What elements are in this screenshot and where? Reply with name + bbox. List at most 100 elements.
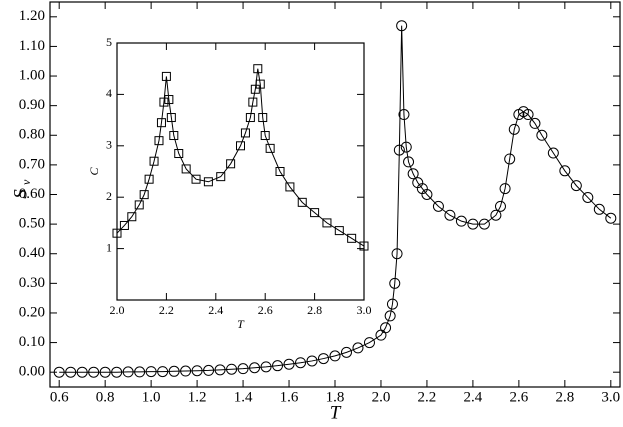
marker <box>536 129 548 141</box>
marker <box>593 203 605 215</box>
marker <box>99 366 111 378</box>
marker <box>174 149 184 159</box>
y-tick-label: 0.50 <box>19 216 45 232</box>
marker <box>134 366 146 378</box>
y-tick-label: 0.30 <box>19 275 45 291</box>
plot-frame <box>116 42 365 301</box>
marker <box>403 156 415 168</box>
x-tick-label: 3.0 <box>357 303 372 317</box>
marker <box>421 189 433 200</box>
marker <box>396 20 408 32</box>
marker <box>504 153 516 165</box>
x-tick-label: 2.2 <box>418 389 437 405</box>
marker <box>494 200 506 212</box>
marker <box>306 355 318 367</box>
marker <box>334 226 344 236</box>
marker <box>490 209 502 221</box>
marker <box>467 218 479 230</box>
marker <box>149 156 159 166</box>
marker <box>154 136 164 146</box>
marker <box>559 165 571 177</box>
marker <box>391 248 403 260</box>
marker <box>145 366 157 378</box>
marker <box>168 365 180 377</box>
marker <box>380 322 392 334</box>
marker <box>164 95 174 105</box>
marker <box>508 123 520 135</box>
y-tick-label: 4 <box>106 86 112 100</box>
x-tick-label: 3.0 <box>601 389 620 405</box>
marker <box>181 164 191 174</box>
marker <box>297 197 307 207</box>
marker <box>260 131 270 141</box>
x-tick-label: 2.0 <box>110 303 125 317</box>
marker <box>191 174 201 184</box>
marker <box>255 79 265 89</box>
marker <box>226 159 236 169</box>
y-tick-label: 0.60 <box>19 186 45 202</box>
x-tick-label: 2.8 <box>307 303 322 317</box>
marker <box>260 361 272 373</box>
marker <box>159 97 169 107</box>
marker <box>359 241 369 251</box>
marker <box>134 200 144 210</box>
marker <box>65 366 77 378</box>
marker <box>248 97 258 107</box>
marker <box>240 128 250 138</box>
marker <box>444 209 456 221</box>
y-tick-label: 0.70 <box>19 156 45 172</box>
marker <box>127 212 137 222</box>
x-tick-label: 2.4 <box>208 303 223 317</box>
marker <box>237 363 249 375</box>
marker <box>455 215 467 227</box>
marker <box>249 362 261 374</box>
marker <box>119 220 129 230</box>
marker <box>166 113 176 123</box>
marker <box>347 233 357 243</box>
marker <box>570 180 582 192</box>
marker <box>522 109 534 121</box>
marker <box>203 177 213 187</box>
marker <box>529 117 541 129</box>
y-tick-label: 1.20 <box>19 8 45 24</box>
marker <box>250 84 260 94</box>
series-line <box>59 25 612 373</box>
marker <box>340 346 352 358</box>
x-tick-label: 2.6 <box>509 389 528 405</box>
marker <box>352 342 364 354</box>
y-axis-label: C <box>87 167 101 176</box>
marker <box>156 118 166 128</box>
marker <box>203 364 215 376</box>
x-tick-label: 1.8 <box>326 389 345 405</box>
marker <box>582 191 594 203</box>
marker <box>478 218 490 230</box>
marker <box>169 131 179 141</box>
marker <box>283 358 295 370</box>
marker <box>272 360 284 372</box>
marker <box>407 168 419 180</box>
marker <box>310 208 320 218</box>
marker <box>386 298 398 310</box>
y-tick-label: 0.00 <box>19 364 45 380</box>
marker <box>295 357 307 369</box>
marker <box>400 141 412 153</box>
marker <box>216 172 226 182</box>
marker <box>384 310 396 322</box>
y-tick-label: 1.00 <box>19 67 45 83</box>
marker <box>258 113 268 123</box>
marker <box>122 366 134 378</box>
y-tick-label: 1 <box>106 240 112 254</box>
marker <box>605 212 617 224</box>
marker <box>112 228 122 238</box>
x-axis-label: T <box>237 317 245 331</box>
y-tick-label: 0.80 <box>19 127 45 143</box>
marker <box>214 364 226 376</box>
x-tick-label: 1.0 <box>142 389 161 405</box>
y-tick-label: 0.90 <box>19 97 45 113</box>
marker <box>547 147 559 159</box>
y-tick-label: 0.10 <box>19 334 45 350</box>
y-tick-label: 0.40 <box>19 245 45 261</box>
x-tick-label: 1.6 <box>280 389 299 405</box>
y-tick-label: 0.20 <box>19 304 45 320</box>
